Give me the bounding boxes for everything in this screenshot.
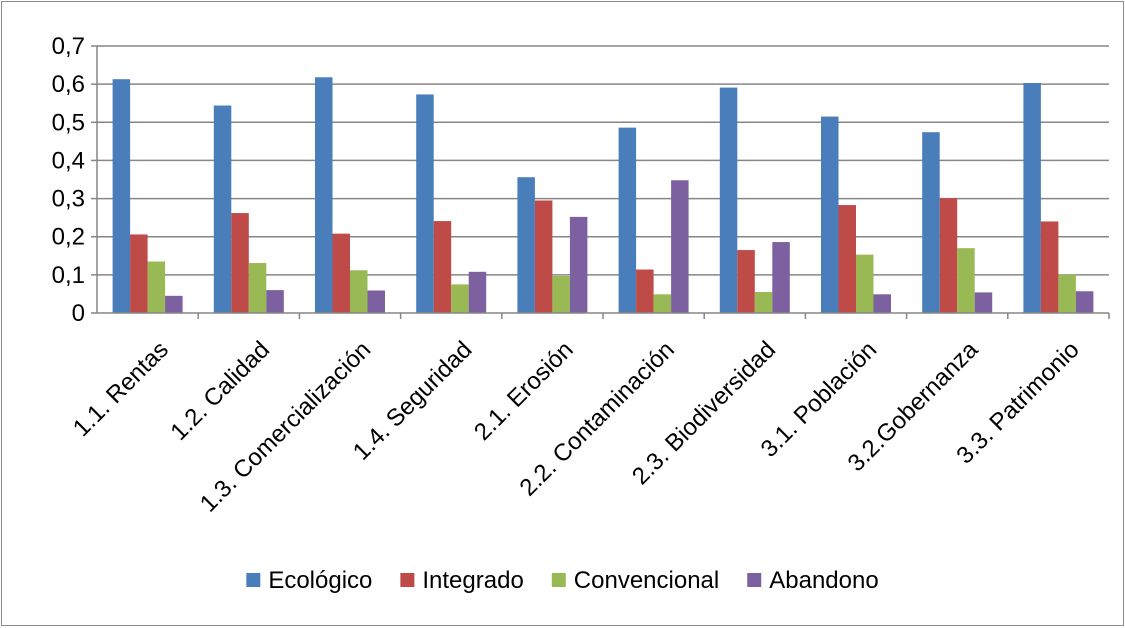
bar-convencional bbox=[856, 255, 874, 313]
bar-ecológico bbox=[1023, 83, 1041, 313]
bar-integrado bbox=[1041, 221, 1059, 313]
bar-integrado bbox=[130, 234, 148, 313]
y-tick-label: 0,6 bbox=[52, 71, 85, 98]
x-tick-label: 1.2. Calidad bbox=[165, 336, 275, 446]
bar-ecológico bbox=[619, 128, 637, 313]
bar-convencional bbox=[552, 276, 570, 313]
legend-label-convencional: Convencional bbox=[574, 567, 719, 594]
bar-abandono bbox=[772, 242, 790, 313]
bar-abandono bbox=[1076, 291, 1094, 313]
bar-convencional bbox=[1058, 274, 1076, 313]
legend-label-ecológico: Ecológico bbox=[268, 567, 372, 594]
legend: Ecológico Integrado Convencional Abandono bbox=[246, 567, 878, 594]
y-tick-label: 0,7 bbox=[52, 33, 85, 60]
x-tick-label: 1.1. Rentas bbox=[68, 336, 174, 442]
bar-ecológico bbox=[214, 106, 232, 313]
bar-convencional bbox=[249, 263, 266, 313]
bar-ecológico bbox=[517, 177, 535, 313]
y-tick-label: 0,5 bbox=[52, 109, 85, 136]
bar-integrado bbox=[737, 250, 755, 313]
bar-convencional bbox=[148, 262, 166, 313]
bar-abandono bbox=[975, 292, 993, 313]
y-tick-label: 0,1 bbox=[52, 262, 85, 289]
bar-integrado bbox=[839, 205, 857, 313]
x-tick-label: 1.3. Comercialización bbox=[195, 336, 376, 517]
bar-ecológico bbox=[922, 132, 940, 313]
x-tick-label: 2.1. Erosión bbox=[469, 336, 579, 446]
bar-convencional bbox=[654, 294, 672, 313]
bar-ecológico bbox=[720, 88, 738, 313]
bar-integrado bbox=[940, 198, 958, 313]
y-tick-labels: 0 0,1 0,2 0,3 0,4 0,5 0,6 0,7 bbox=[52, 33, 85, 327]
bar-abandono bbox=[469, 272, 487, 313]
bar-convencional bbox=[755, 292, 773, 313]
bar-integrado bbox=[636, 270, 654, 313]
bar-convencional bbox=[350, 270, 368, 313]
legend-swatch-convencional bbox=[552, 573, 566, 587]
y-tick-label: 0,4 bbox=[52, 147, 85, 174]
bar-integrado bbox=[231, 213, 249, 313]
legend-swatch-integrado bbox=[400, 573, 414, 587]
y-tick-label: 0,3 bbox=[52, 186, 85, 213]
bar-abandono bbox=[368, 290, 386, 313]
legend-swatch-ecológico bbox=[246, 573, 260, 587]
y-tick-label: 0 bbox=[72, 300, 85, 327]
bar-abandono bbox=[570, 217, 588, 313]
legend-label-integrado: Integrado bbox=[422, 567, 523, 594]
bars bbox=[113, 77, 1094, 313]
bar-integrado bbox=[535, 200, 553, 313]
bar-abandono bbox=[165, 296, 183, 313]
bar-abandono bbox=[874, 294, 892, 313]
bar-ecológico bbox=[113, 79, 131, 313]
bar-abandono bbox=[266, 290, 284, 313]
legend-label-abandono: Abandono bbox=[769, 567, 878, 594]
bar-convencional bbox=[451, 284, 469, 313]
bar-ecológico bbox=[821, 117, 839, 313]
bar-convencional bbox=[957, 248, 975, 313]
bar-ecológico bbox=[315, 77, 333, 313]
bar-ecológico bbox=[416, 94, 434, 313]
legend-swatch-abandono bbox=[747, 573, 761, 587]
bar-integrado bbox=[434, 221, 452, 313]
bar-abandono bbox=[671, 180, 689, 313]
bar-integrado bbox=[333, 234, 351, 313]
y-tick-label: 0,2 bbox=[52, 224, 85, 251]
